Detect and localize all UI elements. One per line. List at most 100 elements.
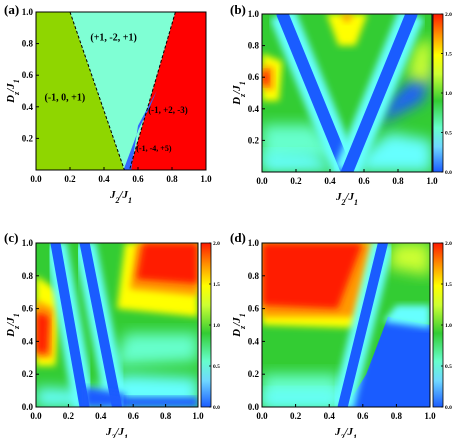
plot-frame (35, 242, 199, 408)
panel-label: (b) (230, 2, 246, 17)
y-axis-label: Dz/J1 (231, 313, 247, 338)
x-axis-label: J2/J1 (335, 191, 358, 207)
colorbar-d: 0.0 0.5 1.0 1.5 2.0 (432, 241, 452, 411)
heat-region (117, 397, 198, 407)
y-tick-label: 0.6 (22, 304, 34, 314)
x-tick-label: 0.4 (324, 411, 336, 421)
heat-region (406, 37, 432, 86)
x-tick-label: 0.8 (166, 174, 178, 184)
x-tick-label: 0.2 (63, 411, 75, 421)
heat-region (113, 333, 198, 366)
colorbar-tick-label: 1.5 (445, 52, 452, 58)
y-tick-label: 0.2 (22, 133, 34, 143)
colorbar-tick-label: 2.0 (445, 12, 452, 18)
heat-region (262, 70, 269, 86)
colorbar-b: 0.0 0.5 1.0 1.5 2.0 (432, 12, 452, 176)
y-tick-label: 1.0 (248, 9, 260, 19)
x-tick-label: 0.0 (256, 176, 268, 186)
panel-label: (d) (230, 230, 246, 245)
y-tick-label: 1.0 (248, 238, 260, 248)
x-tick-label: 1.0 (200, 174, 212, 184)
x-tick-label: 0.2 (290, 176, 302, 186)
axes-b: 0.0 0.2 0.4 0.6 0.8 1.00.20.40.60.81.0(b)J2/J… (230, 2, 438, 207)
heat-region (262, 390, 343, 407)
panel-label: (a) (4, 2, 19, 17)
heat-region (262, 243, 363, 309)
y-tick-label: 0.0 (248, 402, 260, 412)
colorbar-tick-label: 2.0 (445, 241, 452, 247)
colorbar-tick-label: 1.5 (213, 282, 220, 288)
x-axis-label: J2/J1 (334, 426, 357, 438)
region-label: (-1, 0, +1) (45, 92, 86, 103)
valley-line (341, 14, 418, 172)
colorbar-tick-label: 1.0 (445, 91, 452, 97)
x-tick-label: 0.6 (358, 176, 370, 186)
heatmap-2 (36, 243, 198, 407)
colorbar-c: 0.0 0.5 1.0 1.5 2.0 (200, 241, 220, 411)
y-tick-label: 0.0 (22, 402, 34, 412)
y-tick-label: 0.2 (248, 135, 260, 145)
axes-c: 0.0 0.2 0.4 0.6 0.8 1.0 0.0 0.2 0.4 0.6 0.8 1.0 (c) J… (4, 230, 204, 438)
heat-region (262, 153, 339, 172)
x-tick-label: 1.0 (426, 176, 438, 186)
y-tick-label: 0.6 (248, 72, 260, 82)
plot-frame (35, 11, 207, 171)
colorbar-tick-label: 0.5 (445, 364, 452, 370)
region-label: (+1, -2, +1) (90, 32, 136, 43)
valley-line (276, 14, 353, 172)
region-sliver (123, 81, 162, 170)
panel-label: (c) (4, 230, 18, 245)
colorbar-tick-label: 0.5 (445, 131, 452, 137)
heat-region (136, 243, 198, 284)
y-axis-label: Dz/J1 (231, 81, 247, 106)
heat-region (355, 132, 432, 172)
heat-region (388, 243, 430, 276)
y-tick-label: 0.4 (248, 104, 260, 114)
region-label: (-1, +2, -3) (148, 105, 188, 115)
plot-frame (261, 13, 433, 173)
axes-a: 0.0 0.2 0.4 0.6 0.8 1.00.20.40.60.81.0(a)J2/J… (4, 2, 212, 205)
heatmap-1 (262, 14, 432, 172)
x-tick-label: 0.8 (391, 411, 403, 421)
valley-line (50, 243, 90, 407)
x-tick-label: 1.0 (424, 411, 436, 421)
x-axis-label: J2/J1 (105, 426, 128, 438)
colorbar-tick-label: 1.5 (445, 282, 452, 288)
heat-region (326, 14, 368, 46)
y-tick-label: 0.2 (22, 369, 34, 379)
heat-region (340, 14, 354, 24)
x-axis-label: J2/J1 (109, 189, 132, 205)
axes-d: 0.0 0.2 0.4 0.6 0.8 1.00.00.20.40.60.81.0(d)J… (230, 230, 436, 438)
phase-regions (36, 12, 206, 170)
heat-region (346, 316, 430, 407)
region-wedge (70, 12, 176, 170)
x-tick-label: 0.6 (128, 411, 140, 421)
x-tick-label: 0.2 (290, 411, 302, 421)
colorbar-tick-label: 0.0 (445, 405, 452, 411)
x-tick-label: 0.0 (30, 174, 42, 184)
colorbar-tick-label: 1.0 (445, 323, 452, 329)
y-tick-label: 0.6 (248, 304, 260, 314)
y-tick-label: 0.8 (22, 39, 34, 49)
x-tick-label: 0.0 (256, 411, 268, 421)
valley-line (337, 243, 388, 407)
y-tick-label: 1.0 (22, 7, 34, 17)
region-left (36, 12, 125, 170)
y-axis-label: Dz/J1 (5, 79, 21, 104)
x-tick-label: 0.4 (98, 174, 110, 184)
colorbar-tick-label: 1.0 (213, 323, 220, 329)
colorbar-tick-label: 2.0 (213, 241, 220, 247)
x-tick-label: 0.0 (30, 411, 42, 421)
colorbar-tick-label: 0.0 (445, 170, 452, 176)
y-tick-label: 0.8 (22, 271, 34, 281)
y-tick-label: 0.4 (248, 336, 260, 346)
y-tick-label: 0.8 (248, 271, 260, 281)
heat-region (383, 305, 430, 329)
heat-region (36, 311, 49, 353)
x-tick-label: 1.0 (192, 411, 204, 421)
y-tick-label: 0.2 (248, 369, 260, 379)
x-tick-label: 0.2 (64, 174, 76, 184)
valley-line (79, 243, 122, 407)
colorbar-tick-label: 0.5 (213, 364, 220, 370)
